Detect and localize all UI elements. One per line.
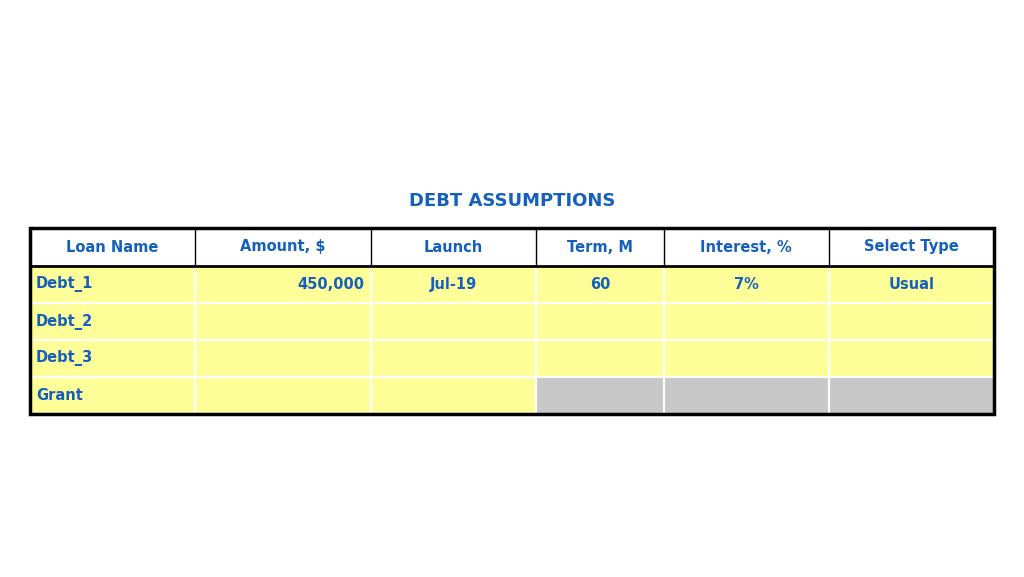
Text: 7%: 7% [734, 277, 759, 292]
Bar [196, 303, 371, 340]
Bar [371, 266, 536, 303]
Text: Loan Name: Loan Name [67, 239, 159, 254]
Bar [536, 377, 664, 414]
Text: Term, M: Term, M [567, 239, 633, 254]
Bar [371, 228, 536, 266]
Bar [371, 340, 536, 377]
Bar [536, 303, 664, 340]
Bar [828, 228, 994, 266]
Bar [664, 303, 828, 340]
Bar [371, 303, 536, 340]
Text: DEBT ASSUMPTIONS: DEBT ASSUMPTIONS [409, 192, 615, 210]
Bar [30, 340, 196, 377]
Text: Debt_3: Debt_3 [36, 350, 93, 366]
Bar [30, 228, 196, 266]
Text: Interest, %: Interest, % [700, 239, 793, 254]
Bar [30, 377, 196, 414]
Bar [828, 266, 994, 303]
Bar [664, 266, 828, 303]
Text: Debt_1: Debt_1 [36, 276, 93, 293]
Bar [536, 228, 664, 266]
Text: 450,000: 450,000 [298, 277, 365, 292]
Bar [371, 377, 536, 414]
Bar [536, 340, 664, 377]
Bar [196, 340, 371, 377]
Text: Debt_2: Debt_2 [36, 313, 93, 329]
Text: Launch: Launch [424, 239, 483, 254]
Bar [664, 340, 828, 377]
Bar [30, 228, 994, 414]
Bar [664, 377, 828, 414]
Bar [196, 377, 371, 414]
Text: 60: 60 [590, 277, 610, 292]
Text: Usual: Usual [889, 277, 935, 292]
Bar [30, 303, 196, 340]
Text: Grant: Grant [36, 388, 83, 403]
Text: Select Type: Select Type [864, 239, 958, 254]
Bar [828, 340, 994, 377]
Bar [196, 228, 371, 266]
Bar [30, 266, 196, 303]
Bar [664, 228, 828, 266]
Bar [828, 303, 994, 340]
Bar [196, 266, 371, 303]
Text: Amount, $: Amount, $ [241, 239, 326, 254]
Text: Jul-19: Jul-19 [430, 277, 477, 292]
Bar [536, 266, 664, 303]
Bar [828, 377, 994, 414]
